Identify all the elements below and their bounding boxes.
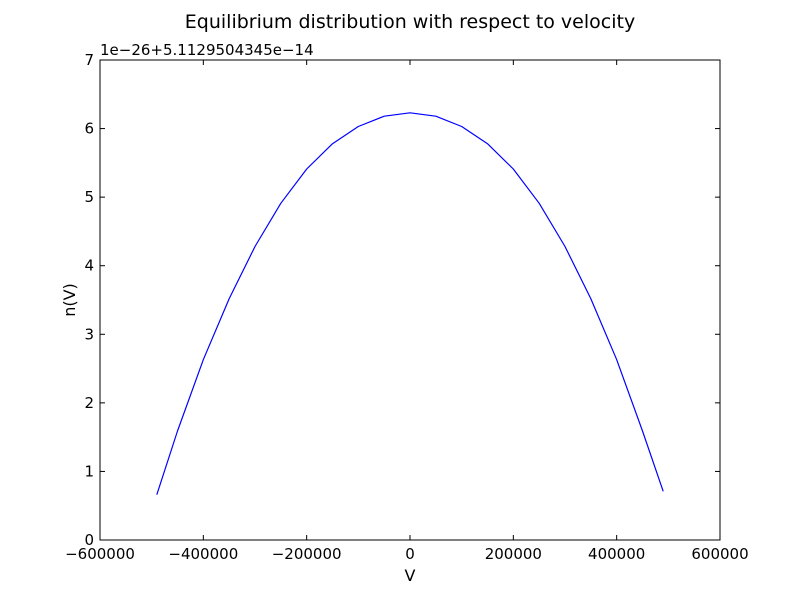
plot-marks — [156, 112, 664, 495]
chart-title: Equilibrium distribution with respect to… — [185, 11, 635, 33]
y-tick-label: 2 — [84, 394, 94, 412]
x-tick-label: −400000 — [168, 545, 238, 563]
y-tick-label: 5 — [84, 188, 94, 206]
y-tick-label: 3 — [84, 325, 94, 343]
x-tick-label: 200000 — [485, 545, 542, 563]
x-tick-label: 0 — [405, 545, 415, 563]
x-tick-label: 400000 — [588, 545, 645, 563]
y-tick-label: 6 — [84, 120, 94, 138]
x-tick-label: 600000 — [691, 545, 748, 563]
y-tick-label: 1 — [84, 462, 94, 480]
plot-frame — [99, 59, 721, 541]
y-tick-label: 4 — [84, 257, 94, 275]
y-offset-text: 1e−26+5.1129504345e−14 — [100, 41, 314, 59]
x-tick-label: −200000 — [272, 545, 342, 563]
y-tick-label: 7 — [84, 51, 94, 69]
x-axis-label: V — [405, 566, 416, 585]
x-tick-label: −600000 — [65, 545, 135, 563]
y-axis-label: n(V) — [60, 283, 79, 317]
series-line — [156, 112, 664, 495]
y-tick-label: 0 — [84, 531, 94, 549]
